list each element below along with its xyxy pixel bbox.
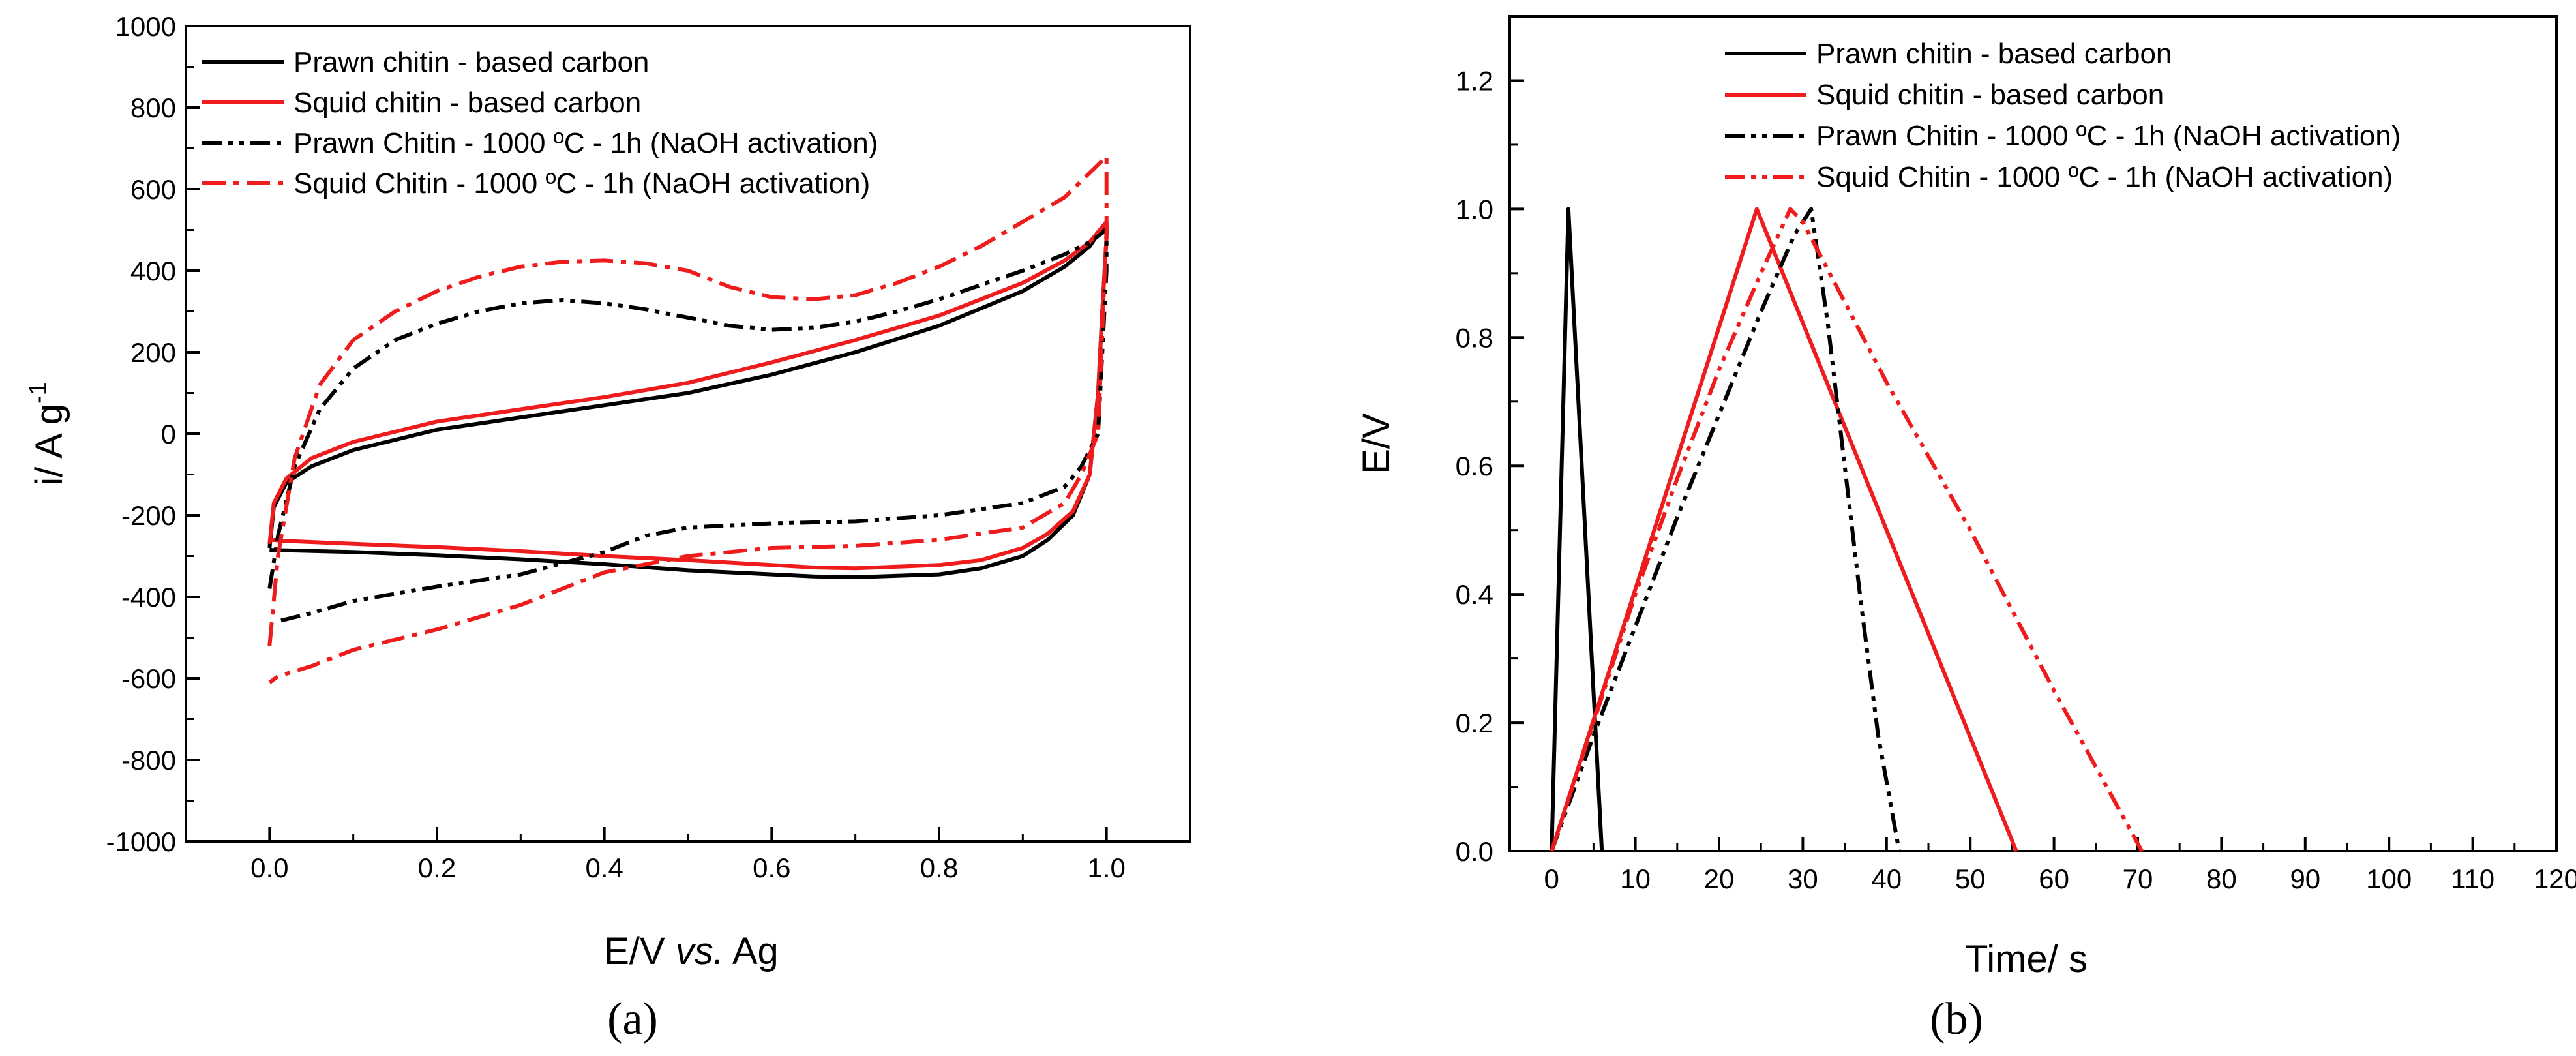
x-tick-label: 40 bbox=[1871, 864, 1902, 894]
y-tick-label: 400 bbox=[130, 256, 176, 286]
legend-a: Prawn chitin - based carbon Squid chitin … bbox=[202, 46, 878, 200]
caption-a: (a) bbox=[607, 994, 658, 1044]
y-tick-label: -1000 bbox=[106, 826, 176, 857]
y-tick-label: 0.6 bbox=[1456, 451, 1493, 481]
legend-b: Prawn chitin - based carbon Squid chitin … bbox=[1725, 38, 2401, 193]
x-axis-label-a: E/V vs. Ag bbox=[604, 930, 779, 973]
y-tick-label: 800 bbox=[130, 93, 176, 123]
legend-label: Prawn Chitin - 1000 ºC - 1h (NaOH activa… bbox=[1816, 120, 2401, 152]
caption-b: (b) bbox=[1930, 994, 1983, 1044]
series-line-a-1 bbox=[267, 220, 1109, 571]
legend-label: Prawn chitin - based carbon bbox=[1816, 38, 2172, 70]
x-axis-label-b: Time/ s bbox=[1965, 938, 2088, 980]
x-tick-label: 20 bbox=[1704, 864, 1735, 894]
y-tick-label: -400 bbox=[121, 582, 176, 612]
y-axis-label-b: E/V bbox=[1355, 413, 1398, 474]
series-line-b-0 bbox=[1550, 207, 1604, 852]
x-tick-label: 50 bbox=[1955, 864, 1986, 894]
x-tick-label: 100 bbox=[2366, 864, 2412, 894]
panel-b-chart: 0 10 20 30 40 50 60 70 80 90 100 110 120 0.0 0.2 0.4 0.6… bbox=[1355, 15, 2576, 1044]
y-tick-label: 1000 bbox=[115, 11, 176, 42]
x-tick-label: 0.6 bbox=[753, 852, 790, 883]
y-tick-label: -600 bbox=[121, 663, 176, 694]
y-tick-label: 0.0 bbox=[1456, 836, 1493, 867]
series-group-a bbox=[267, 155, 1109, 684]
x-tick-label: 10 bbox=[1620, 864, 1651, 894]
legend-label: Squid chitin - based carbon bbox=[293, 87, 641, 119]
panel-a-chart: 0.0 0.2 0.4 0.6 0.8 1.0 -1000 -800 -600 -400 -200 0… bbox=[25, 11, 1191, 1044]
y-tick-label: 0.8 bbox=[1456, 322, 1493, 353]
x-tick-label: 1.0 bbox=[1087, 852, 1125, 883]
series-line-a-3 bbox=[267, 155, 1109, 684]
y-tick-label: 1.2 bbox=[1456, 65, 1493, 96]
legend-label: Prawn Chitin - 1000 ºC - 1h (NaOH activa… bbox=[293, 127, 878, 159]
ticks-b: 0 10 20 30 40 50 60 70 80 90 100 110 120 0.0 0.2 0.4 0.6… bbox=[1456, 65, 2576, 894]
x-tick-label: 60 bbox=[2039, 864, 2069, 894]
series-line-b-1 bbox=[1550, 207, 2018, 852]
legend-label: Prawn chitin - based carbon bbox=[293, 46, 649, 78]
series-line-a-0 bbox=[267, 222, 1109, 579]
x-tick-label: 0.2 bbox=[418, 852, 456, 883]
y-tick-label: 0 bbox=[161, 419, 176, 449]
y-tick-label: 0.2 bbox=[1456, 708, 1493, 738]
x-tick-label: 0.0 bbox=[250, 852, 288, 883]
ticks-a: 0.0 0.2 0.4 0.6 0.8 1.0 -1000 -800 -600 -400 -200 0… bbox=[106, 11, 1126, 883]
x-tick-label: 90 bbox=[2290, 864, 2320, 894]
legend-label: Squid chitin - based carbon bbox=[1816, 79, 2164, 111]
x-tick-label: 110 bbox=[2451, 864, 2494, 894]
x-tick-label: 0.8 bbox=[920, 852, 958, 883]
x-tick-label: 0.4 bbox=[585, 852, 623, 883]
y-tick-label: 200 bbox=[130, 337, 176, 368]
y-tick-label: -800 bbox=[121, 745, 176, 776]
x-tick-label: 80 bbox=[2206, 864, 2237, 894]
legend-label: Squid Chitin - 1000 ºC - 1h (NaOH activa… bbox=[293, 168, 870, 200]
series-line-a-2 bbox=[267, 228, 1109, 624]
x-tick-label: 120 bbox=[2534, 864, 2576, 894]
y-axis-label-a: i/ A g-1 bbox=[25, 382, 70, 486]
y-tick-label: -200 bbox=[121, 500, 176, 531]
series-group-b bbox=[1550, 207, 2144, 852]
series-line-b-3 bbox=[1550, 207, 2144, 852]
y-tick-label: 1.0 bbox=[1456, 194, 1493, 224]
plot-frame-b bbox=[1508, 15, 2558, 852]
x-tick-label: 30 bbox=[1788, 864, 1818, 894]
y-tick-label: 0.4 bbox=[1456, 579, 1493, 610]
legend-label: Squid Chitin - 1000 ºC - 1h (NaOH activa… bbox=[1816, 161, 2393, 193]
y-tick-label: 600 bbox=[130, 174, 176, 205]
x-tick-label: 70 bbox=[2123, 864, 2153, 894]
x-tick-label: 0 bbox=[1544, 864, 1559, 894]
